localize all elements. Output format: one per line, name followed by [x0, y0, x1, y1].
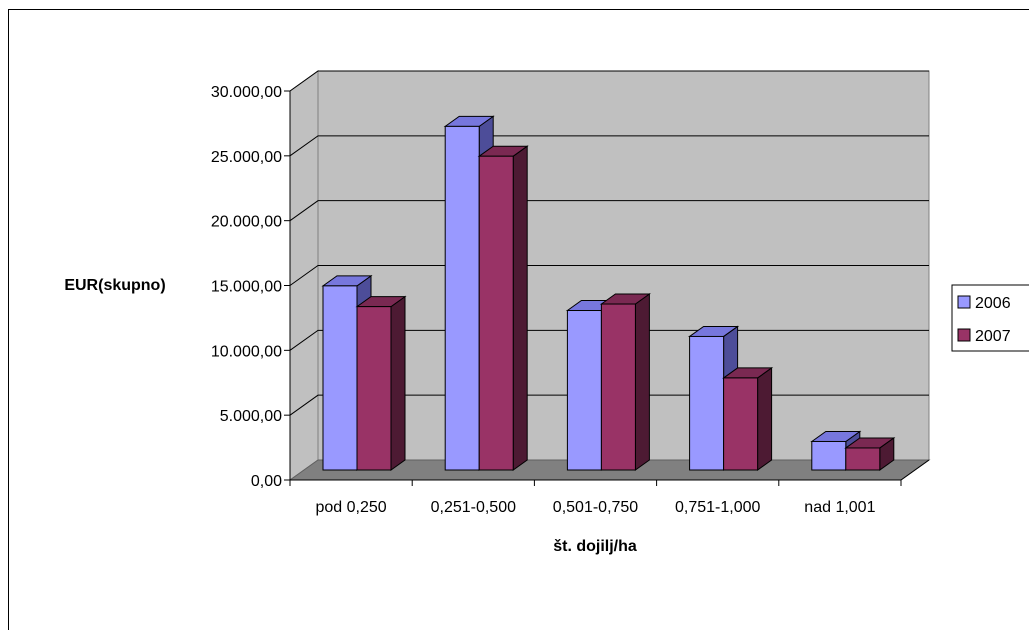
y-tick-label: 5.000,00	[220, 408, 282, 425]
y-tick-label: 30.000,00	[211, 84, 282, 101]
y-tick-label: 20.000,00	[211, 214, 282, 231]
x-tick-label: pod 0,250	[316, 499, 387, 516]
bar-front	[478, 155, 514, 471]
bar-front	[689, 335, 725, 471]
x-tick-label: nad 1,001	[804, 499, 875, 516]
gridline	[289, 135, 929, 157]
axes	[284, 90, 930, 486]
bar-front	[356, 306, 392, 471]
legend-label-2006: 2006	[975, 295, 1011, 312]
gridlines	[289, 70, 929, 416]
bar-front	[723, 377, 759, 471]
bar-side	[634, 293, 650, 471]
x-axis-depth	[900, 459, 930, 481]
legend-swatch-2007	[957, 328, 971, 342]
bar-front	[566, 310, 602, 471]
bar-side	[512, 145, 528, 471]
bar-front	[845, 447, 881, 471]
y-tick-labels: 0,00 5.000,00 10.000,00 15.000,00 20.000,00 2…	[211, 84, 282, 490]
gridline	[289, 200, 929, 222]
x-tick-label: 0,251-0,500	[431, 499, 517, 516]
x-tick-label: 0,751-1,000	[675, 499, 761, 516]
bar-side	[757, 366, 773, 471]
gridline	[289, 265, 929, 286]
bar-front	[600, 303, 636, 471]
bar-2007-3	[722, 366, 774, 471]
legend-swatch-2006	[957, 295, 971, 309]
y-tick-label: 25.000,00	[211, 149, 282, 166]
y-tick-label: 15.000,00	[211, 279, 282, 296]
bar-2007-2	[599, 293, 651, 471]
legend-label-2007: 2007	[975, 328, 1011, 345]
legend: 2006 2007	[951, 284, 1029, 352]
x-tick-labels: pod 0,250 0,251-0,500 0,501-0,750 0,751-1,0…	[316, 499, 876, 516]
bar-front	[811, 440, 847, 471]
bars	[321, 115, 896, 471]
bar-front	[444, 125, 480, 471]
y-tick-label: 0,00	[251, 473, 282, 490]
bar-front	[322, 285, 358, 471]
y-axis-title: EUR(skupno)	[64, 277, 165, 294]
bar-side	[390, 295, 406, 471]
x-tick-label: 0,501-0,750	[553, 499, 639, 516]
chart-frame	[8, 9, 1029, 630]
bar-2007-0	[355, 295, 407, 471]
gridline	[289, 70, 929, 92]
y-tick-label: 10.000,00	[211, 343, 282, 360]
bar-2007-4	[844, 436, 896, 471]
x-axis-title: št. dojilj/ha	[553, 538, 637, 555]
bar-2007-1	[477, 145, 529, 471]
